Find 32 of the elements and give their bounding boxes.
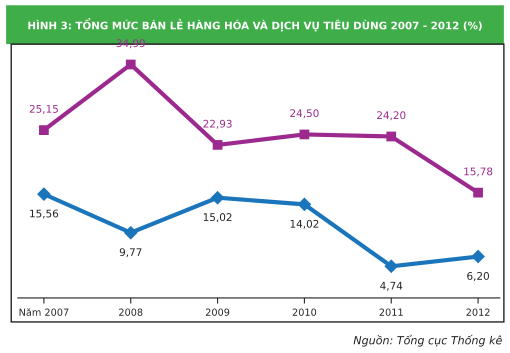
point [298,198,312,212]
x-tick-label: 2010 [292,308,316,316]
chart-title: HÌNH 3: TỔNG MỨC BÁN LẺ HÀNG HÓA VÀ DỊCH VỤ TIÊU DÙNG 2007 - 2012 (%) [28,18,482,32]
point [210,190,224,205]
point [126,60,136,70]
text: Nguồn: Tổng cục Thống kê [354,334,502,347]
point [37,187,51,201]
data-label: 15,78 [464,167,492,176]
data-label: 9,77 [120,248,142,258]
x-tick-label: Năm 2007 [20,308,68,316]
x-tick-label: 2012 [466,308,490,316]
point [384,259,398,274]
data-label: 14,02 [290,220,318,229]
data-label: 15,56 [30,210,58,219]
point [473,188,483,198]
point [471,250,485,264]
data-label: 24,20 [377,111,406,120]
point [124,226,138,240]
data-label: 22,93 [203,120,232,129]
point [39,125,49,135]
x-tick-label: 2008 [119,308,142,316]
data-label: 25,15 [30,104,58,114]
data-label: 4,74 [380,282,402,291]
x-tick-label: 2009 [206,308,230,316]
x-tick-label: 2011 [380,308,403,316]
point [386,132,396,142]
data-label: 34,99 [116,39,145,48]
point [212,140,222,150]
data-label: 6,20 [467,272,489,281]
data-label: 24,50 [290,109,319,118]
data-label: 15,02 [204,213,232,222]
point [300,130,310,140]
